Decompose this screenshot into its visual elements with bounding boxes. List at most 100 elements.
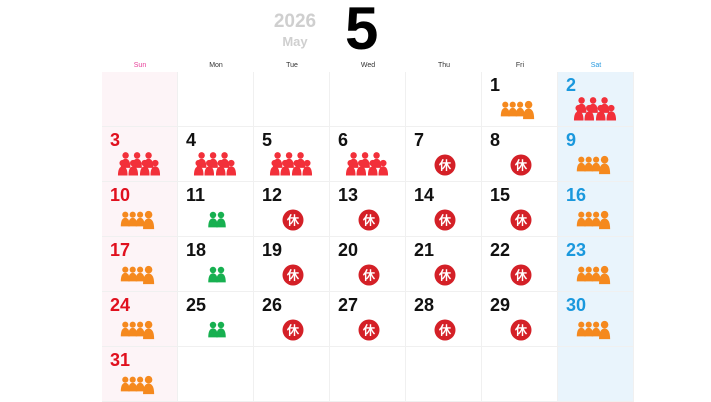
day-number: 31 bbox=[110, 350, 131, 370]
day-cell[interactable]: 19 休 bbox=[254, 237, 330, 292]
day-number: 7 bbox=[414, 130, 425, 150]
day-cell[interactable]: 2 bbox=[558, 72, 634, 127]
day-cell[interactable]: 29 休 bbox=[482, 292, 558, 347]
day-cell[interactable]: 16 bbox=[558, 182, 634, 237]
day-cell[interactable]: 10 bbox=[102, 182, 178, 237]
day-number: 6 bbox=[338, 130, 349, 150]
closed-label: 休 bbox=[514, 158, 528, 173]
day-cell[interactable]: 31 bbox=[102, 347, 178, 402]
empty-cell bbox=[558, 347, 634, 402]
day-number: 29 bbox=[490, 295, 511, 315]
day-cell[interactable]: 24 bbox=[102, 292, 178, 347]
empty-cell bbox=[254, 72, 330, 127]
closed-label: 休 bbox=[286, 323, 300, 338]
empty-cell bbox=[406, 72, 482, 127]
closed-day-icon: 休 bbox=[358, 264, 380, 291]
day-number: 1 bbox=[490, 75, 501, 95]
weekday-thu: Thu bbox=[437, 62, 451, 69]
day-number: 12 bbox=[262, 185, 283, 205]
busy-crowd-icon bbox=[120, 264, 156, 291]
day-cell[interactable]: 28 休 bbox=[406, 292, 482, 347]
weekday-sat: Sat bbox=[590, 62, 602, 69]
day-cell[interactable]: 12 休 bbox=[254, 182, 330, 237]
day-cell[interactable]: 20 休 bbox=[330, 237, 406, 292]
closed-day-icon: 休 bbox=[358, 319, 380, 346]
day-cell[interactable]: 18 bbox=[178, 237, 254, 292]
day-cell[interactable]: 21 休 bbox=[406, 237, 482, 292]
closed-label: 休 bbox=[286, 213, 300, 228]
empty-cell bbox=[330, 347, 406, 402]
day-cell[interactable]: 17 bbox=[102, 237, 178, 292]
closed-label: 休 bbox=[514, 268, 528, 283]
day-number: 24 bbox=[110, 295, 131, 315]
closed-label: 休 bbox=[362, 213, 376, 228]
busy-crowd-icon bbox=[576, 209, 612, 236]
empty-cell bbox=[406, 347, 482, 402]
closed-day-icon: 休 bbox=[434, 154, 456, 181]
day-number: 18 bbox=[186, 240, 207, 260]
few-people-icon bbox=[206, 320, 228, 345]
day-cell[interactable]: 27 休 bbox=[330, 292, 406, 347]
day-cell[interactable]: 9 bbox=[558, 127, 634, 182]
closed-day-icon: 休 bbox=[510, 154, 532, 181]
month-number: 5 bbox=[345, 0, 379, 62]
weekday-wed: Wed bbox=[360, 62, 376, 69]
weekday-tue: Tue bbox=[286, 62, 298, 69]
weekday-fri: Fri bbox=[515, 62, 525, 69]
busy-crowd-icon bbox=[500, 99, 536, 126]
closed-day-icon: 休 bbox=[358, 209, 380, 236]
empty-cell bbox=[178, 72, 254, 127]
very-busy-crowd-icon bbox=[345, 149, 389, 186]
day-cell[interactable]: 4 bbox=[178, 127, 254, 182]
busy-crowd-icon bbox=[576, 319, 612, 346]
day-number: 9 bbox=[566, 130, 577, 150]
closed-day-icon: 休 bbox=[510, 264, 532, 291]
day-number: 14 bbox=[414, 185, 435, 205]
day-cell[interactable]: 25 bbox=[178, 292, 254, 347]
weekday-header: Sun Mon Tue Wed Thu Fri Sat bbox=[102, 60, 634, 72]
day-cell[interactable]: 23 bbox=[558, 237, 634, 292]
day-cell[interactable]: 13 休 bbox=[330, 182, 406, 237]
closed-day-icon: 休 bbox=[434, 319, 456, 346]
day-number: 3 bbox=[110, 130, 121, 150]
very-busy-crowd-icon bbox=[573, 94, 617, 131]
day-number: 5 bbox=[262, 130, 273, 150]
day-cell[interactable]: 3 bbox=[102, 127, 178, 182]
day-number: 16 bbox=[566, 185, 587, 205]
day-number: 28 bbox=[414, 295, 435, 315]
day-number: 13 bbox=[338, 185, 359, 205]
day-cell[interactable]: 30 bbox=[558, 292, 634, 347]
busy-crowd-icon bbox=[120, 319, 156, 346]
busy-crowd-icon bbox=[576, 154, 612, 181]
closed-label: 休 bbox=[438, 213, 452, 228]
day-cell[interactable]: 22 休 bbox=[482, 237, 558, 292]
busy-crowd-icon bbox=[120, 209, 156, 236]
closed-label: 休 bbox=[286, 268, 300, 283]
day-cell[interactable]: 1 bbox=[482, 72, 558, 127]
day-cell[interactable]: 6 bbox=[330, 127, 406, 182]
empty-cell bbox=[254, 347, 330, 402]
day-number: 19 bbox=[262, 240, 283, 260]
day-number: 15 bbox=[490, 185, 511, 205]
day-cell[interactable]: 26 休 bbox=[254, 292, 330, 347]
day-number: 30 bbox=[566, 295, 587, 315]
month-name: May bbox=[282, 34, 308, 49]
day-cell[interactable]: 15 休 bbox=[482, 182, 558, 237]
closed-day-icon: 休 bbox=[282, 209, 304, 236]
busy-crowd-icon bbox=[120, 374, 156, 401]
day-number: 20 bbox=[338, 240, 359, 260]
day-cell[interactable]: 11 bbox=[178, 182, 254, 237]
day-number: 25 bbox=[186, 295, 207, 315]
day-number: 8 bbox=[490, 130, 501, 150]
day-cell[interactable]: 14 休 bbox=[406, 182, 482, 237]
closed-day-icon: 休 bbox=[510, 319, 532, 346]
closed-label: 休 bbox=[438, 268, 452, 283]
day-cell[interactable]: 5 bbox=[254, 127, 330, 182]
closed-label: 休 bbox=[438, 158, 452, 173]
empty-cell bbox=[482, 347, 558, 402]
calendar-days: 1 2 3 4 5 6 7 休 8 休 9 10 11 12 休 13 休 14 休 15 休 16 17 18 19 休 20 休 2… bbox=[102, 72, 634, 402]
weekday-mon: Mon bbox=[209, 62, 223, 69]
